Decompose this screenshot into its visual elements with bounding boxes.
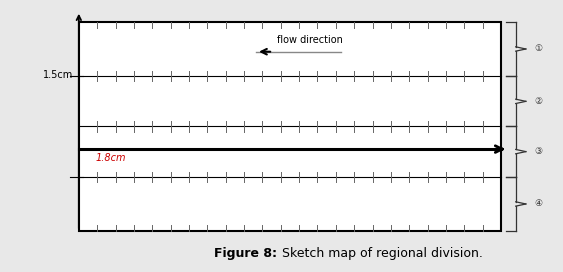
Bar	[79, 22, 501, 231]
Text: ②: ②	[534, 97, 542, 106]
Bar	[79, 22, 501, 231]
Text: Sketch map of regional division.: Sketch map of regional division.	[282, 247, 482, 260]
Text: flow direction: flow direction	[276, 35, 343, 45]
Text: 1.8cm: 1.8cm	[96, 153, 126, 163]
Text: ③: ③	[534, 147, 542, 156]
Text: 1.5cm: 1.5cm	[43, 70, 73, 80]
Text: ④: ④	[534, 199, 542, 208]
Text: Figure 8:: Figure 8:	[214, 247, 282, 260]
Text: ①: ①	[534, 45, 542, 54]
